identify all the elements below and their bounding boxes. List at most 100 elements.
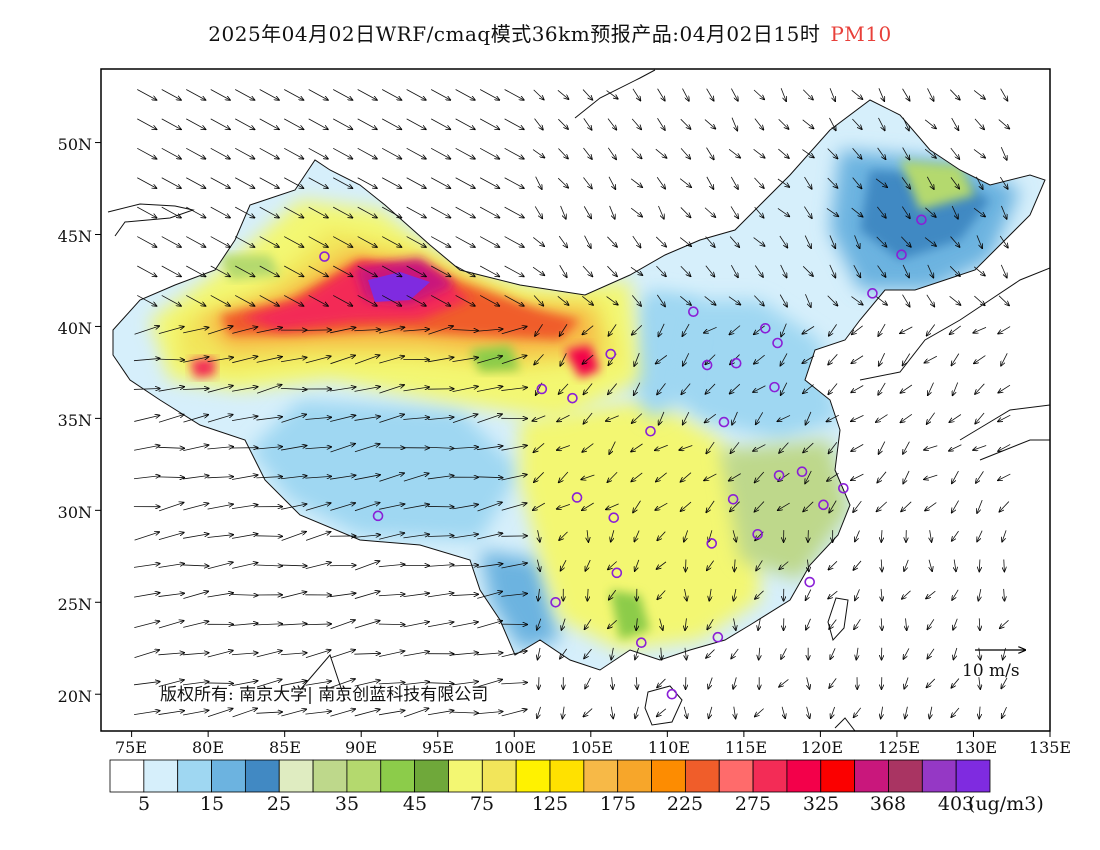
wind-arrow [452, 622, 479, 628]
wind-arrow [235, 177, 254, 189]
wind-arrow [452, 682, 478, 686]
wind-arrow [332, 265, 352, 277]
wind-arrow [929, 706, 931, 719]
colorbar-swatch [718, 759, 754, 793]
wind-arrow [378, 594, 405, 596]
wind-arrow [974, 355, 986, 364]
wind-arrow [924, 119, 936, 129]
wind-arrow [979, 677, 980, 689]
map-frame [100, 68, 1051, 732]
wind-arrow [855, 589, 860, 600]
wind-arrow [477, 621, 502, 629]
colorbar-unit: (ug/m3) [968, 793, 1044, 815]
station-marker [916, 214, 927, 226]
wind-arrow [684, 588, 686, 601]
wind-arrow [656, 561, 667, 569]
colorbar-swatch [346, 759, 382, 793]
wind-arrow [284, 265, 303, 277]
wind-arrow [881, 618, 882, 630]
wind-arrow [734, 559, 735, 572]
wind-arrow [232, 534, 258, 539]
wind-arrow [705, 413, 717, 422]
station-marker [804, 576, 815, 588]
wind-arrow [406, 206, 426, 218]
wind-arrow [183, 503, 208, 511]
wind-arrow [379, 473, 404, 482]
wind-arrow [855, 530, 860, 542]
wind-arrow [381, 295, 401, 306]
wind-arrow [951, 707, 960, 717]
station-marker [896, 249, 907, 261]
wind-arrow [998, 473, 1011, 480]
wind-arrow [134, 445, 160, 451]
wind-arrow [950, 177, 959, 188]
wind-arrow [729, 236, 739, 248]
wind-arrow [161, 177, 181, 189]
wind-arrow [158, 711, 185, 715]
wind-arrow [477, 502, 502, 512]
wind-arrow [452, 386, 478, 392]
wind-arrow [158, 593, 185, 597]
wind-arrow [755, 708, 764, 717]
wind-arrow [430, 206, 450, 218]
wind-arrow [679, 445, 693, 450]
wind-arrow [1002, 530, 1007, 541]
lon-label: 135E [1028, 738, 1072, 757]
colorbar-label: 45 [402, 793, 428, 815]
wind-arrow [158, 447, 184, 448]
reference-vector-label: 10 m/s [962, 661, 1020, 681]
wind-arrow [901, 501, 912, 512]
wind-arrow [949, 266, 960, 276]
colorbar-swatch [380, 759, 416, 793]
wind-arrow [428, 326, 453, 335]
wind-arrow [305, 650, 331, 658]
wind-arrow [656, 355, 668, 363]
lon-label: 110E [647, 738, 691, 757]
station-marker [688, 306, 699, 318]
wind-arrow [357, 206, 377, 218]
wind-arrow [305, 417, 331, 419]
wind-arrow [802, 89, 813, 100]
wind-arrow [501, 326, 527, 335]
wind-arrow [852, 118, 861, 129]
lon-label: 85E [268, 738, 302, 757]
wind-arrow [583, 412, 593, 424]
wind-arrow [657, 590, 666, 599]
wind-arrow [902, 117, 909, 131]
wind-arrow [851, 415, 864, 421]
colorbar-label: 35 [334, 793, 360, 815]
lon-label: 80E [191, 738, 225, 757]
wind-arrow [609, 205, 615, 219]
wind-arrow [630, 266, 643, 275]
wind-arrow [655, 444, 668, 450]
wind-arrow [332, 295, 352, 306]
wind-arrow [560, 205, 566, 219]
wind-arrow [630, 207, 642, 217]
wind-arrow [611, 647, 613, 660]
colorbar-swatch [109, 759, 145, 793]
lat-label: 25N [57, 595, 92, 614]
wind-arrow [330, 679, 356, 688]
wind-arrow [137, 147, 156, 159]
wind-arrow [656, 177, 665, 188]
wind-arrow [501, 709, 527, 717]
wind-arrow [558, 235, 567, 247]
lat-label: 30N [57, 503, 92, 522]
colorbar-swatch [312, 759, 348, 793]
wind-arrow [756, 560, 763, 570]
wind-arrow [636, 618, 637, 630]
wind-arrow [830, 648, 836, 659]
wind-arrow [778, 502, 790, 510]
wind-arrow [729, 325, 741, 335]
wind-arrow [704, 119, 716, 129]
wind-arrow [608, 176, 615, 189]
wind-arrow [403, 682, 429, 686]
wind-arrow [1001, 677, 1008, 689]
wind-arrow [1004, 559, 1005, 572]
wind-arrow [924, 355, 937, 363]
wind-arrow [137, 236, 156, 248]
wind-arrow [707, 618, 714, 629]
lon-label: 105E [570, 738, 614, 757]
wind-arrow [427, 536, 454, 537]
colorbar-label: 403 [937, 793, 975, 815]
